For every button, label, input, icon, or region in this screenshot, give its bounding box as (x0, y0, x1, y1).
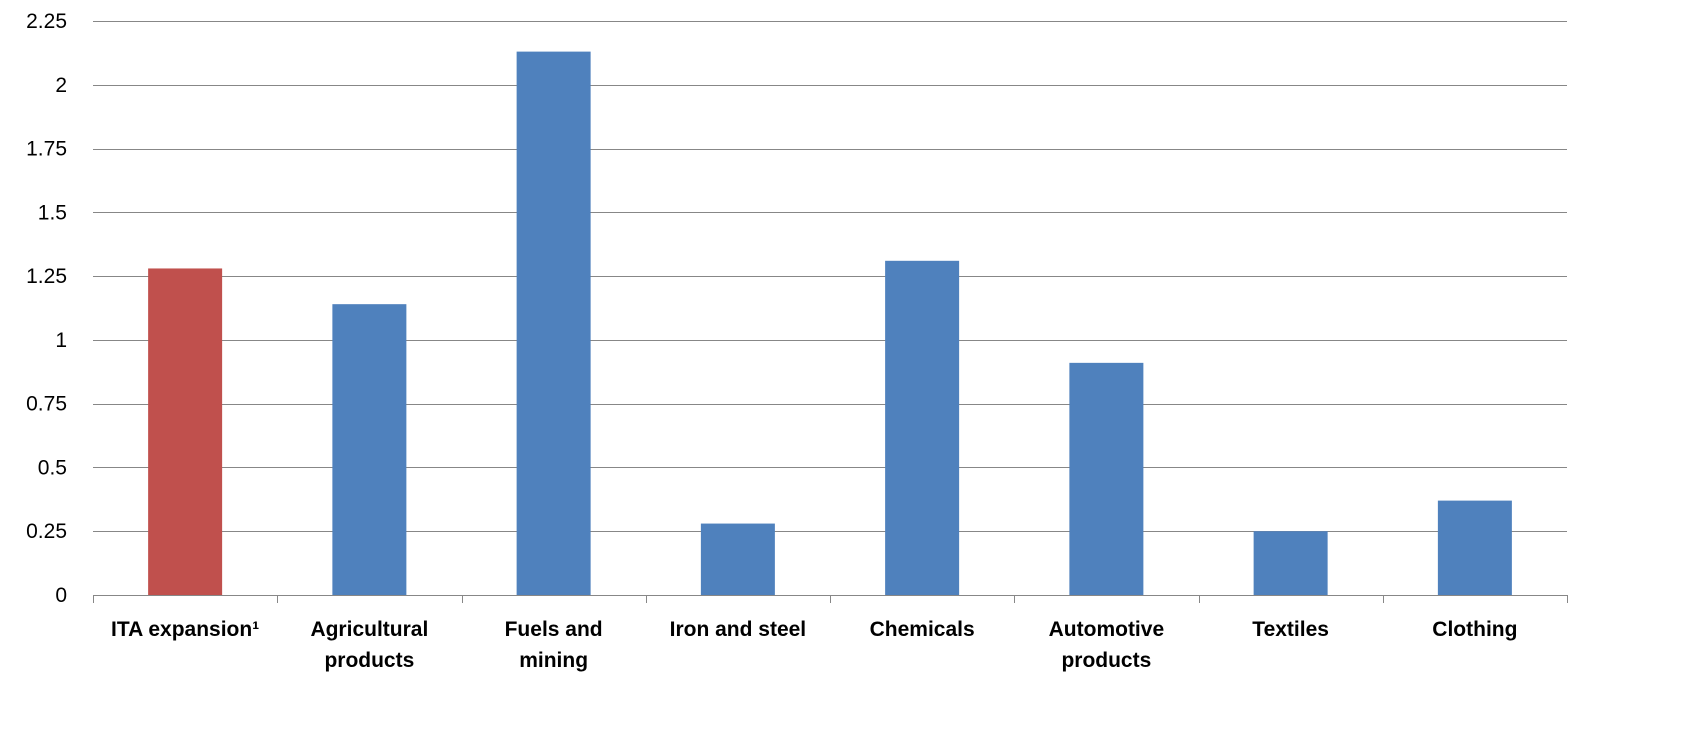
bar (701, 524, 775, 595)
x-axis-category-labels: ITA expansion¹ Agricultural products Fuels … (111, 618, 1517, 672)
bar (885, 261, 959, 595)
x-category-label: Chemicals (870, 618, 975, 641)
x-category-label: Textiles (1252, 618, 1329, 641)
y-tick-label: 2 (55, 74, 67, 97)
gridlines (93, 22, 1567, 532)
y-tick-label: 1.75 (26, 138, 67, 161)
y-tick-label: 1.5 (38, 201, 67, 224)
x-category-label: Automotive products (1049, 618, 1165, 672)
x-category-label: Clothing (1432, 618, 1517, 641)
bars (148, 52, 1512, 595)
bar (148, 268, 222, 595)
bar (1069, 363, 1143, 595)
bar (1254, 531, 1328, 595)
x-category-label: Iron and steel (670, 618, 807, 641)
y-tick-label: 1 (55, 329, 67, 352)
bar (517, 52, 591, 595)
y-tick-label: 1.25 (26, 265, 67, 288)
y-tick-label: 2.25 (26, 10, 67, 33)
bar (1438, 501, 1512, 595)
y-axis-tick-labels: 0 0.25 0.5 0.75 1 1.25 1.5 1.75 2 2.25 (26, 10, 67, 607)
y-tick-label: 0.75 (26, 393, 67, 416)
y-tick-label: 0.25 (26, 520, 67, 543)
x-category-label: Agricultural products (310, 618, 428, 672)
y-tick-label: 0.5 (38, 456, 67, 479)
x-category-label: Fuels and mining (505, 618, 603, 672)
bar (332, 304, 406, 595)
y-tick-label: 0 (55, 584, 67, 607)
x-axis (93, 595, 1568, 603)
x-category-label: ITA expansion¹ (111, 618, 259, 641)
